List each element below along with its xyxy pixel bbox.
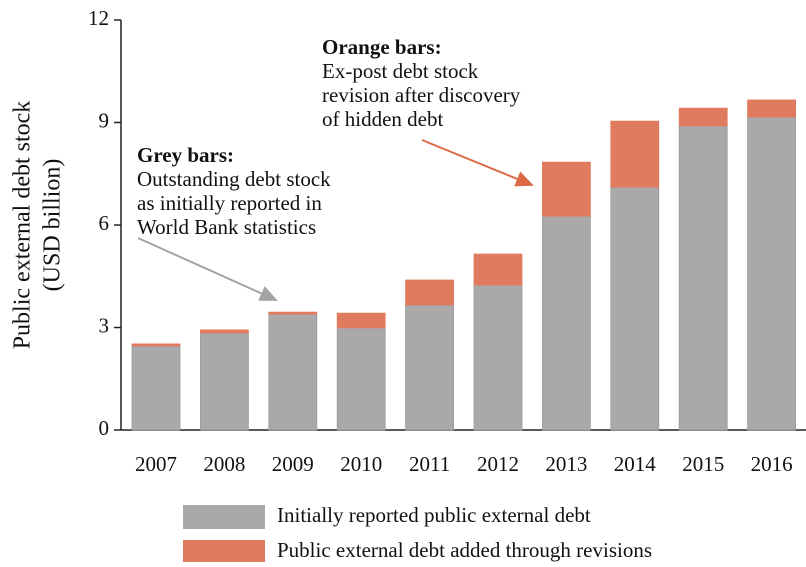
arrow (421, 139, 534, 187)
annotation-text: of hidden debt (322, 107, 443, 131)
bar-segment (542, 215, 591, 431)
bar-segment (268, 311, 318, 315)
bar-segment (610, 120, 660, 188)
bar-segment (747, 99, 796, 118)
annotation-text: World Bank statistics (137, 215, 316, 239)
x-tick-label: 2015 (682, 452, 724, 476)
legend-label: Public external debt added through revis… (277, 538, 652, 562)
bar-segment (473, 284, 523, 431)
y-axis-label: (USD billion) (40, 159, 66, 292)
annotation-text: revision after discovery (322, 83, 521, 107)
arrow (137, 237, 278, 301)
x-tick-label: 2013 (545, 452, 587, 476)
bar-segment (131, 345, 181, 431)
y-tick-label: 12 (88, 6, 109, 30)
bar-segment (405, 279, 455, 306)
annotation-text: Ex-post debt stock (322, 59, 479, 83)
annotation-text: as initially reported in (137, 191, 322, 215)
bar-segment (199, 332, 249, 431)
x-tick-label: 2007 (135, 452, 177, 476)
bar-segment (747, 116, 796, 431)
annotation-title: Grey bars: (137, 143, 234, 167)
y-tick-label: 9 (99, 108, 110, 132)
x-tick-label: 2014 (614, 452, 657, 476)
y-tick-label: 0 (99, 416, 110, 440)
bar-segment (336, 327, 386, 431)
bar-segment (268, 313, 318, 431)
annotation-title: Orange bars: (322, 35, 442, 59)
bar-segment (610, 186, 660, 431)
legend-label: Initially reported public external debt (277, 503, 591, 527)
x-tick-label: 2012 (477, 452, 519, 476)
x-tick-label: 2009 (272, 452, 314, 476)
y-axis-label: Public external debt stock (10, 101, 36, 350)
y-tick-label: 6 (99, 211, 110, 235)
bar-segment (542, 161, 591, 217)
legend-swatch (183, 540, 265, 564)
bar-segment (199, 329, 249, 334)
bar-segment (473, 253, 523, 286)
x-tick-label: 2016 (751, 452, 793, 476)
annotation-text: Outstanding debt stock (137, 167, 331, 191)
bar-segment (678, 125, 728, 431)
x-tick-label: 2011 (409, 452, 450, 476)
bar-segment (405, 304, 455, 431)
legend-swatch (183, 505, 265, 529)
y-tick-label: 3 (99, 313, 110, 337)
bar-segment (336, 312, 386, 329)
bar-segment (678, 107, 728, 127)
x-tick-label: 2010 (340, 452, 382, 476)
bar-segment (131, 343, 181, 347)
x-tick-label: 2008 (203, 452, 245, 476)
